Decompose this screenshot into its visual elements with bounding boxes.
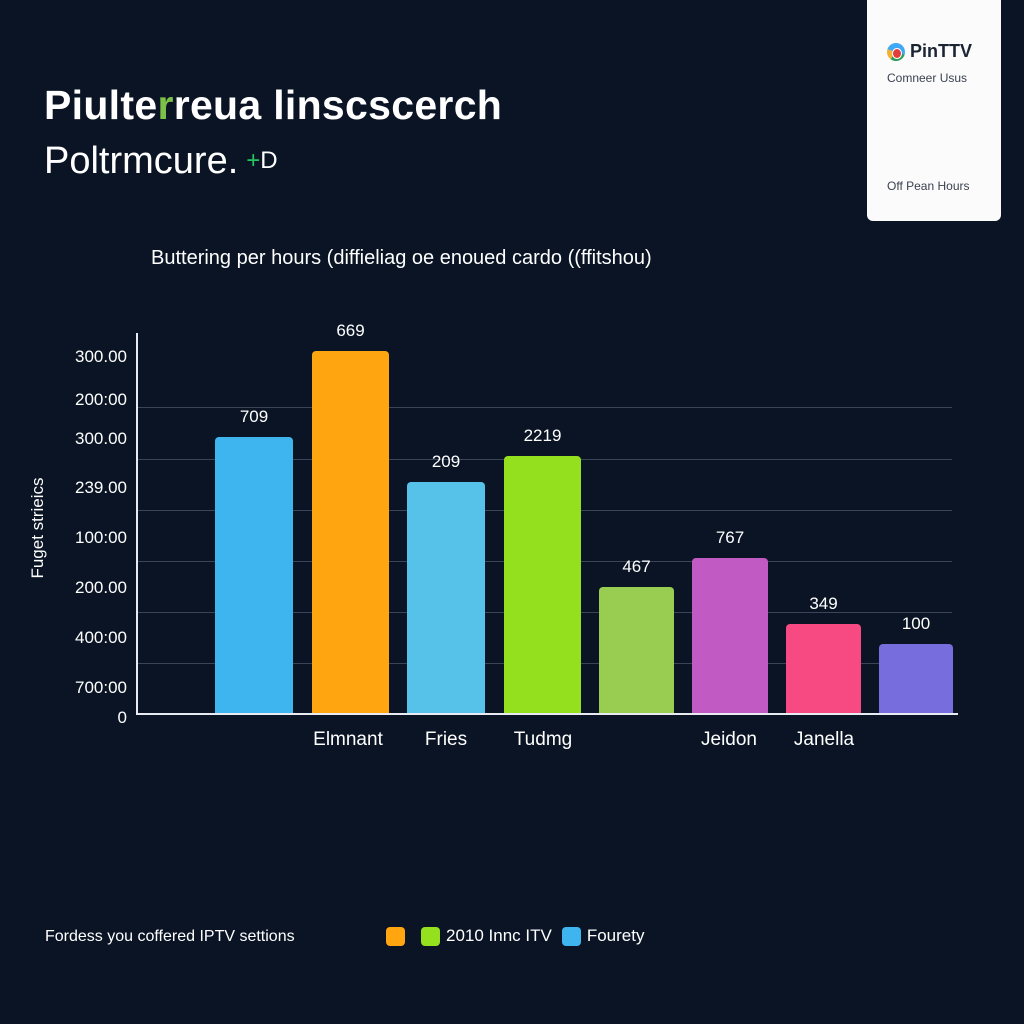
legend-item[interactable]: 2010 Innc ITV bbox=[421, 926, 552, 946]
bar-value-label: 467 bbox=[622, 557, 651, 576]
brand-name: PinTTV bbox=[910, 41, 972, 61]
x-axis-line bbox=[136, 713, 958, 715]
bar-value-label: 100 bbox=[901, 614, 931, 633]
legend-label: 2010 Innc ITV bbox=[446, 926, 552, 945]
bar-value-label: 669 bbox=[336, 321, 365, 340]
legend-item[interactable] bbox=[386, 926, 411, 946]
chart-title: Buttering per hours (diffieliag oe enoue… bbox=[151, 247, 652, 269]
subheadline-tag: +D bbox=[246, 147, 277, 174]
bar[interactable] bbox=[879, 644, 953, 714]
legend-item[interactable]: Fourety bbox=[561, 926, 645, 946]
footer-note: Fordess you coffered IPTV settions bbox=[45, 928, 295, 945]
bar-value-label: 767 bbox=[715, 528, 745, 547]
y-axis-label: Fuget strieics bbox=[28, 477, 47, 579]
chart-legend: 2010 Innc ITV Fourety bbox=[386, 926, 648, 946]
bar[interactable] bbox=[599, 587, 674, 714]
brand-card: PinTTV Comneer Usus Off Pean Hours bbox=[867, 0, 1001, 221]
x-tick-label: Fries bbox=[424, 729, 468, 750]
page-headline: Piulterreua linscscerch bbox=[44, 82, 502, 129]
off-peak-hours-link[interactable]: Off Pean Hours bbox=[887, 179, 970, 193]
y-axis-line bbox=[136, 333, 138, 715]
x-tick-label: Jeidon bbox=[701, 729, 757, 750]
bar[interactable] bbox=[692, 558, 768, 714]
subheadline-tag-text: D bbox=[260, 147, 278, 174]
y-tick-label: 100:00 bbox=[75, 528, 127, 547]
contact-us-link[interactable]: Comneer Usus bbox=[887, 71, 968, 85]
y-tick-label: 200:00 bbox=[75, 390, 127, 409]
brand[interactable]: PinTTV bbox=[887, 41, 972, 62]
x-tick-label: Janella bbox=[793, 729, 855, 750]
bar-value-label: 209 bbox=[431, 452, 461, 471]
legend-label: Fourety bbox=[586, 926, 645, 945]
legend-swatch-green bbox=[421, 926, 440, 946]
y-tick-label: 200.00 bbox=[75, 578, 127, 597]
legend-swatch-blue bbox=[561, 926, 581, 946]
bar[interactable] bbox=[504, 456, 581, 714]
bar-value-label: 709 bbox=[239, 407, 269, 426]
y-tick-label: 300.00 bbox=[75, 347, 127, 366]
bar[interactable] bbox=[312, 351, 389, 714]
y-tick-label: 239.00 bbox=[75, 478, 127, 497]
x-tick-label: Elmnant bbox=[313, 729, 383, 750]
bar-value-label: 349 bbox=[809, 594, 838, 613]
y-tick-label: 300.00 bbox=[75, 429, 127, 448]
headline-part-1: Piulte bbox=[44, 82, 158, 128]
bar[interactable] bbox=[215, 437, 293, 714]
legend-swatch-orange bbox=[386, 926, 405, 946]
bar[interactable] bbox=[786, 624, 861, 714]
page-subheadline: Poltrmcure. +D bbox=[44, 140, 278, 183]
plus-icon: + bbox=[246, 147, 261, 174]
x-tick-label: Tudmg bbox=[513, 729, 573, 750]
y-tick-label: 400:00 bbox=[75, 628, 127, 647]
bar[interactable] bbox=[407, 482, 485, 714]
bar-value-label: 2219 bbox=[523, 426, 562, 445]
headline-accent: r bbox=[157, 82, 174, 128]
brand-logo-icon bbox=[887, 42, 905, 61]
y-tick-label: 700:00 bbox=[75, 678, 127, 697]
subheadline-text: Poltrmcure. bbox=[44, 140, 239, 182]
gridline bbox=[138, 407, 952, 408]
y-tick-label: 0 bbox=[117, 708, 127, 727]
headline-part-2: reua linscscerch bbox=[173, 82, 503, 128]
